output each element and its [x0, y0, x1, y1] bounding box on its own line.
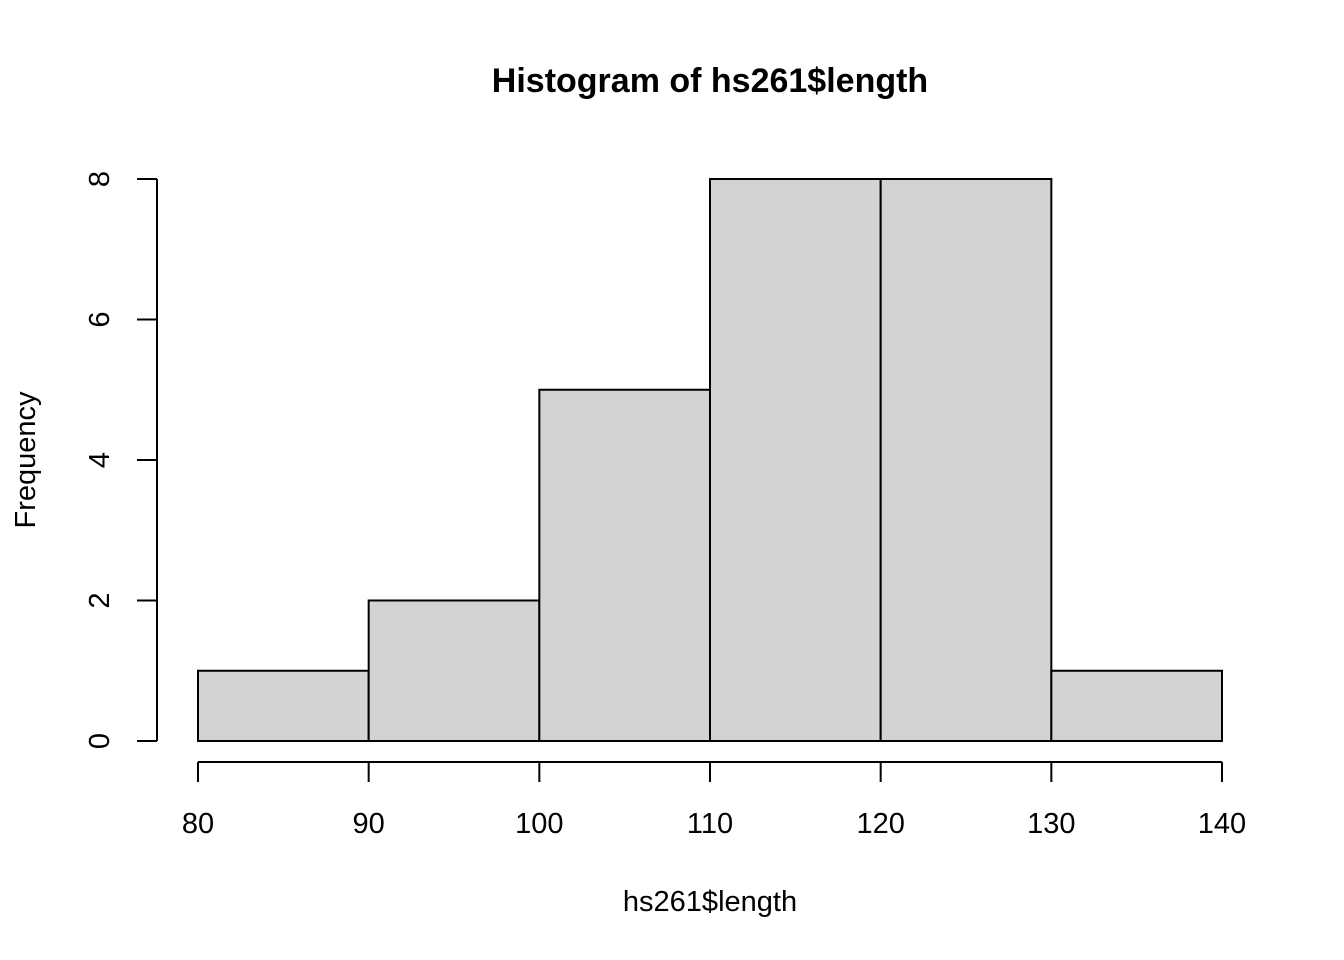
x-tick-label: 80 — [182, 808, 214, 840]
x-axis: 80 90 100 110 120 130 140 — [182, 761, 1246, 840]
x-tick-label: 130 — [1027, 808, 1075, 840]
chart-title: Histogram of hs261$length — [492, 62, 928, 100]
histogram-bar-90-100 — [367, 599, 541, 742]
x-tick-label: 110 — [687, 808, 733, 840]
histogram-bar-110-120 — [709, 178, 882, 742]
y-axis: 0 2 4 6 8 — [84, 171, 158, 749]
x-tick-label: 100 — [515, 808, 563, 840]
histogram-bar-130-140 — [1050, 669, 1224, 742]
y-tick-label: 4 — [84, 452, 116, 468]
x-tick-label: 140 — [1198, 808, 1246, 840]
x-tick-label: 120 — [856, 808, 904, 840]
bars-group — [197, 178, 1224, 742]
x-axis-label: hs261$length — [623, 886, 797, 918]
x-tick-label: 90 — [353, 808, 385, 840]
y-tick-label: 8 — [84, 171, 116, 187]
histogram-bar-120-130 — [879, 178, 1053, 742]
histogram-bar-80-90 — [197, 669, 370, 742]
y-axis-label: Frequency — [10, 391, 42, 529]
histogram-bar-100-110 — [538, 388, 711, 742]
y-tick-label: 0 — [84, 733, 116, 749]
y-tick-label: 6 — [84, 311, 116, 327]
y-tick-label: 2 — [84, 592, 116, 608]
